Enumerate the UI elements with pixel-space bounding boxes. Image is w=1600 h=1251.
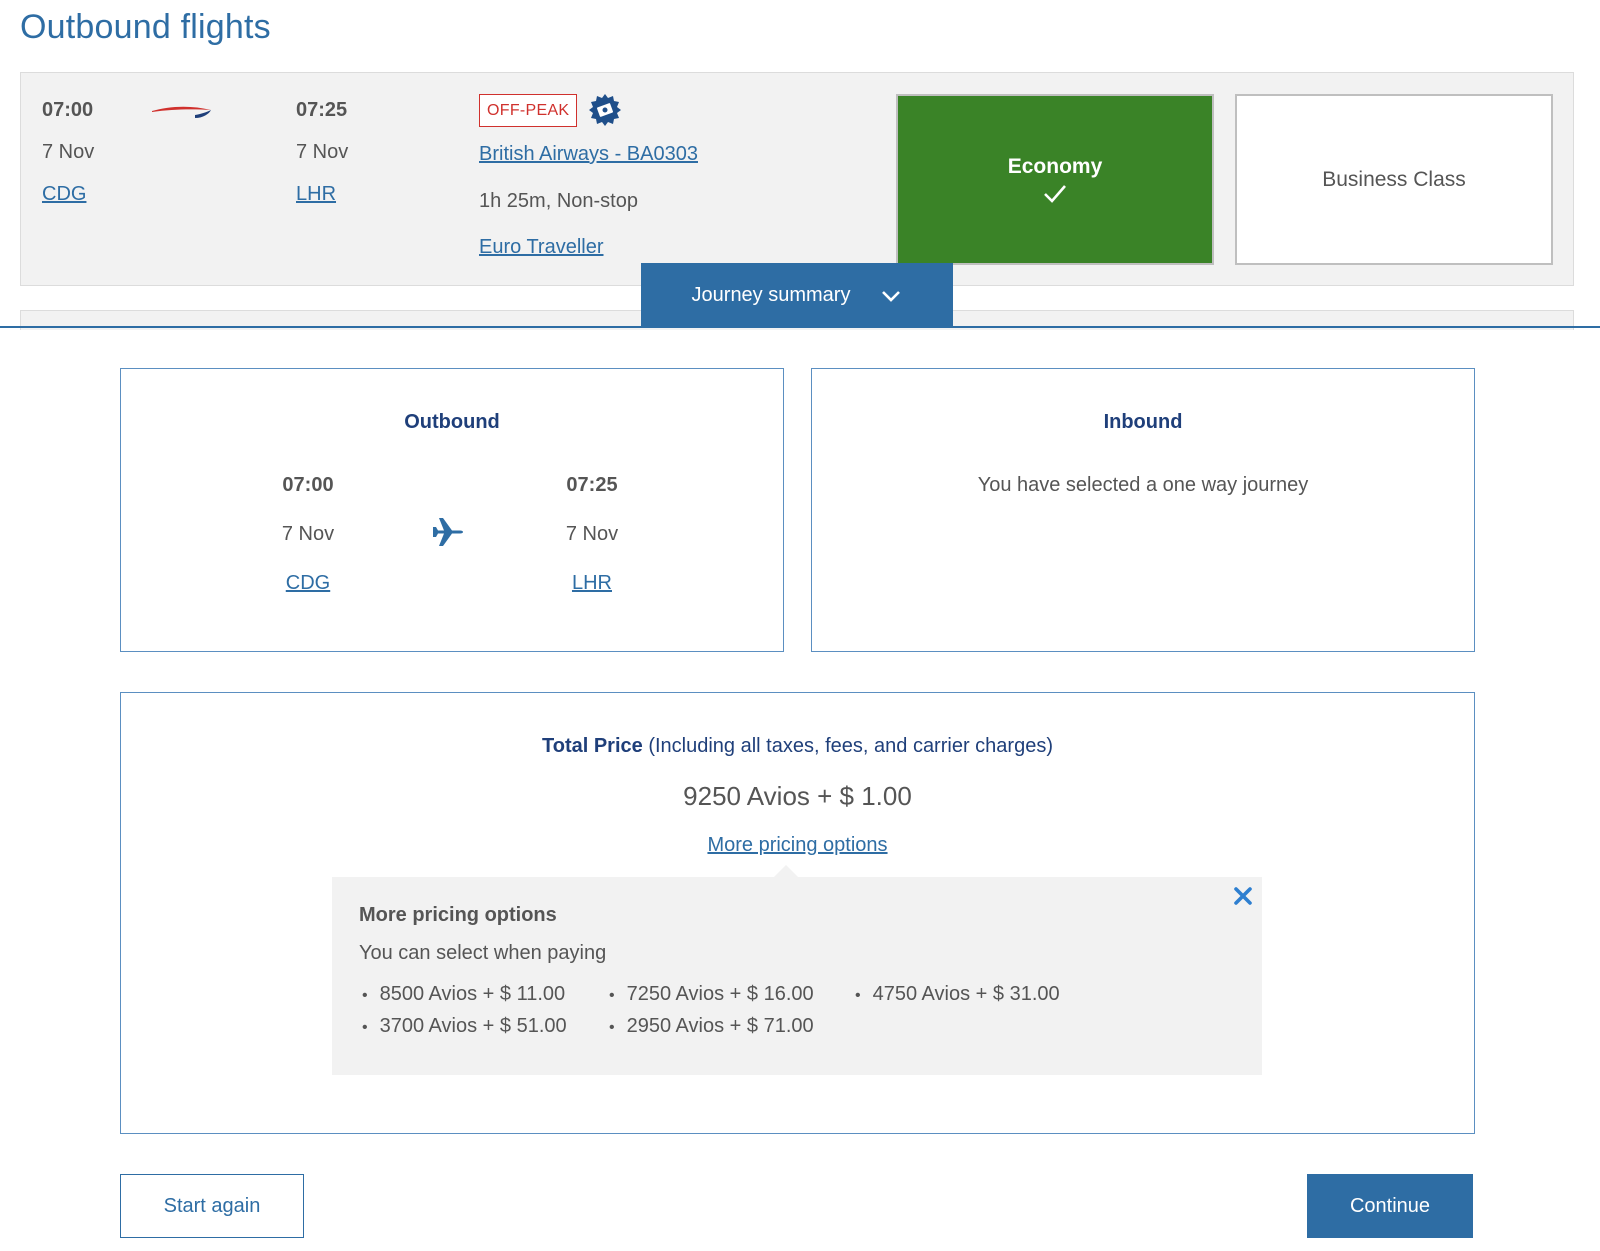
check-icon — [1044, 184, 1066, 203]
total-price-heading: Total Price (Including all taxes, fees, … — [121, 735, 1474, 758]
departure-date: 7 Nov — [42, 141, 95, 163]
inbound-title: Inbound — [1103, 411, 1183, 433]
journey-summary-toggle[interactable]: Journey summary — [641, 263, 953, 328]
total-price-note: (Including all taxes, fees, and carrier … — [642, 735, 1053, 757]
outbound-arrival: 07:25 7 Nov LHR — [532, 474, 652, 595]
popup-arrow — [773, 865, 799, 878]
off-peak-badge: OFF-PEAK — [479, 94, 578, 127]
outbound-arrival-airport-link[interactable]: LHR — [571, 572, 612, 594]
outbound-summary-box: Outbound 07:00 7 Nov CDG 07:25 7 Nov LHR — [120, 368, 784, 652]
departure-airport-link[interactable]: CDG — [42, 183, 87, 205]
pricing-options-popup: More pricing options You can select when… — [332, 865, 1262, 1075]
business-label: Business Class — [1322, 167, 1466, 191]
arrival-airport-link[interactable]: LHR — [296, 183, 337, 205]
departure-time: 07:00 — [42, 99, 94, 121]
more-pricing-options-link[interactable]: More pricing options — [707, 834, 888, 856]
chevron-down-icon — [882, 290, 901, 302]
pricing-option: 8500 Avios + $ 11.00 — [362, 983, 566, 1006]
total-price-label: Total Price — [542, 735, 643, 757]
pricing-option: 7250 Avios + $ 16.00 — [609, 983, 814, 1006]
plane-icon — [433, 518, 463, 546]
outbound-arrival-time: 07:25 — [566, 474, 618, 496]
outbound-departure-date: 7 Nov — [281, 523, 335, 545]
pricing-option: 2950 Avios + $ 71.00 — [609, 1015, 814, 1038]
outbound-departure: 07:00 7 Nov CDG — [248, 474, 368, 595]
pricing-option: 4750 Avios + $ 31.00 — [855, 983, 1060, 1006]
page-title: Outbound flights — [20, 8, 271, 46]
economy-cabin-option[interactable]: Economy — [896, 94, 1214, 265]
flight-card: 07:00 7 Nov CDG 07:25 7 Nov LHR OFF-PEAK… — [20, 72, 1574, 286]
arrival-time: 07:25 — [296, 99, 348, 121]
close-icon[interactable] — [1232, 885, 1254, 907]
business-cabin-option[interactable]: Business Class — [1235, 94, 1553, 265]
flight-duration: 1h 25m, Non-stop — [479, 190, 638, 212]
continue-button[interactable]: Continue — [1307, 1174, 1473, 1238]
start-again-button[interactable]: Start again — [120, 1174, 304, 1238]
inbound-message: You have selected a one way journey — [977, 474, 1309, 496]
ba-speedmarque-icon — [152, 106, 211, 118]
avios-badge-icon — [589, 94, 621, 126]
journey-summary-label: Journey summary — [691, 284, 851, 306]
cabin-product-link[interactable]: Euro Traveller — [479, 236, 604, 258]
pricing-option: 3700 Avios + $ 51.00 — [362, 1015, 567, 1038]
outbound-arrival-date: 7 Nov — [565, 523, 619, 545]
outbound-departure-time: 07:00 — [282, 474, 334, 496]
outbound-title: Outbound — [404, 411, 500, 433]
total-price-value: 9250 Avios + $ 1.00 — [683, 781, 912, 811]
flight-number-link[interactable]: British Airways - BA0303 — [479, 143, 698, 165]
popup-subtitle: You can select when paying — [359, 942, 607, 964]
outbound-departure-airport-link[interactable]: CDG — [285, 572, 331, 594]
economy-label: Economy — [1007, 154, 1103, 178]
arrival-date: 7 Nov — [296, 141, 349, 163]
inbound-summary-box: Inbound You have selected a one way jour… — [811, 368, 1475, 652]
popup-title: More pricing options — [359, 904, 557, 926]
